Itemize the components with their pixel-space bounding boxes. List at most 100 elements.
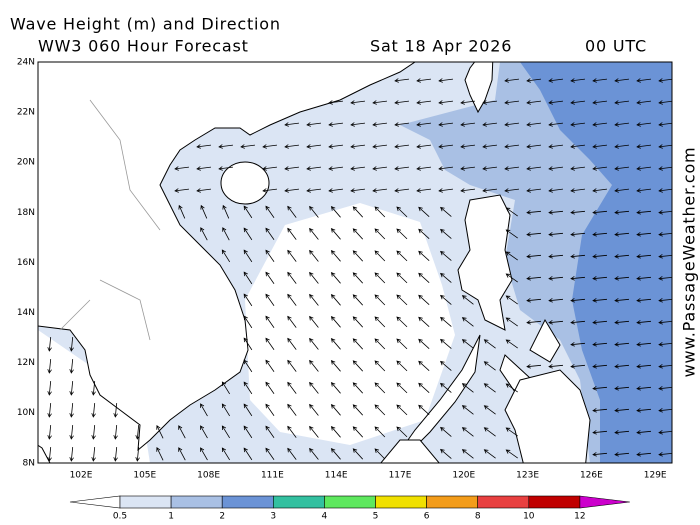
wave-arrow bbox=[505, 383, 518, 393]
wave-arrow bbox=[396, 228, 408, 240]
wave-arrow bbox=[284, 188, 299, 193]
wave-arrow bbox=[330, 272, 341, 284]
wave-arrow bbox=[135, 446, 140, 462]
wave-arrow bbox=[548, 144, 563, 149]
lon-label: 123E bbox=[516, 471, 539, 481]
wave-arrow bbox=[636, 452, 652, 457]
legend-swatch bbox=[221, 495, 274, 509]
legend-label: 10 bbox=[523, 512, 535, 522]
lat-label: 18N bbox=[17, 208, 35, 218]
wave-arrow bbox=[438, 78, 453, 83]
wave-arrow bbox=[526, 144, 541, 149]
wave-arrow bbox=[372, 100, 387, 105]
wave-arrow bbox=[416, 144, 431, 149]
wave-arrow bbox=[614, 276, 630, 281]
wave-arrow bbox=[374, 272, 386, 284]
wave-arrow bbox=[306, 144, 321, 149]
wave-arrow bbox=[394, 188, 409, 193]
wave-arrow bbox=[394, 100, 409, 105]
legend-swatch bbox=[119, 495, 172, 509]
wave-arrow bbox=[200, 204, 208, 219]
wave-arrow bbox=[636, 122, 651, 127]
wave-arrow bbox=[483, 361, 496, 371]
wave-arrow bbox=[262, 166, 277, 171]
wave-arrow bbox=[570, 254, 586, 259]
wave-arrow bbox=[47, 380, 52, 396]
luzon bbox=[457, 194, 513, 331]
wave-arrow bbox=[374, 250, 386, 262]
wave-arrow bbox=[505, 251, 518, 261]
mindanao bbox=[504, 369, 591, 463]
wave-arrow bbox=[69, 446, 74, 462]
wave-arrow bbox=[658, 430, 672, 435]
wave-arrow bbox=[309, 381, 319, 394]
wave-arrow bbox=[614, 386, 630, 391]
mainland bbox=[38, 62, 416, 452]
legend-label: 3 bbox=[270, 512, 276, 522]
lon-label: 114E bbox=[325, 471, 348, 481]
wave-arrow bbox=[330, 448, 341, 460]
forecast-time: 00 UTC bbox=[585, 37, 647, 56]
wave-arrow bbox=[91, 380, 96, 396]
wave-arrow bbox=[287, 425, 297, 438]
wave-arrow bbox=[113, 446, 118, 462]
wave-arrow bbox=[504, 144, 519, 149]
wave-arrow bbox=[330, 206, 341, 218]
wave-arrow bbox=[636, 232, 652, 237]
wave-arrow bbox=[658, 78, 672, 83]
wave-arrow bbox=[262, 144, 277, 149]
legend-label: 1 bbox=[168, 512, 174, 522]
wave-arrow bbox=[394, 166, 409, 171]
wave-arrow bbox=[309, 359, 319, 372]
wave-arrow bbox=[352, 206, 364, 218]
wave-arrow bbox=[460, 188, 475, 193]
wave-arrow bbox=[614, 408, 630, 413]
wave-arrow bbox=[396, 250, 408, 262]
wave-arrow bbox=[526, 166, 541, 171]
subtitle: WW3 060 Hour Forecast bbox=[38, 37, 249, 56]
wave-arrow bbox=[592, 408, 608, 413]
wave-arrow bbox=[416, 122, 431, 127]
wave-arrow bbox=[418, 404, 430, 416]
wave-arrow bbox=[461, 427, 474, 437]
wave-arrow bbox=[614, 188, 629, 193]
wave-arrow bbox=[287, 403, 297, 416]
wave-arrow bbox=[483, 427, 496, 437]
calm-zone bbox=[245, 203, 455, 445]
legend-swatch bbox=[375, 495, 427, 509]
wave-arrow bbox=[47, 358, 52, 374]
wave-arrow bbox=[265, 337, 275, 350]
wave-arrow bbox=[440, 316, 452, 327]
wave-arrow bbox=[526, 232, 542, 237]
wave-arrow bbox=[222, 227, 230, 241]
wave-arrow bbox=[461, 295, 474, 305]
wave-arrow bbox=[592, 364, 608, 369]
wave-arrow bbox=[69, 402, 74, 418]
lat-label: 12N bbox=[17, 358, 35, 368]
wave-arrow bbox=[69, 424, 74, 440]
wave-arrow bbox=[526, 254, 542, 259]
wave-arrow bbox=[394, 122, 409, 127]
watermark: www.PassageWeather.com bbox=[680, 147, 699, 378]
wave-arrow bbox=[504, 166, 519, 171]
wave-arrow bbox=[372, 122, 387, 127]
wave-arrow bbox=[614, 166, 629, 171]
legend-swatch bbox=[477, 495, 530, 509]
wave-arrow bbox=[570, 276, 586, 281]
wave-arrow bbox=[658, 276, 672, 281]
wave-arrow bbox=[91, 402, 96, 418]
wave-arrow bbox=[440, 426, 452, 437]
forecast-date: Sat 18 Apr 2026 bbox=[370, 37, 512, 56]
wave-arrow bbox=[482, 188, 497, 193]
wave-arrow bbox=[350, 166, 365, 171]
wave-arrow bbox=[526, 78, 541, 83]
wave-arrow bbox=[330, 404, 341, 416]
wave-arrow bbox=[178, 425, 186, 439]
wave-arrow bbox=[113, 424, 118, 440]
wave-arrow bbox=[438, 188, 453, 193]
wave-arrow bbox=[352, 404, 364, 416]
wave-arrow bbox=[416, 188, 431, 193]
wave-arrow bbox=[440, 272, 452, 283]
title: Wave Height (m) and Direction bbox=[10, 15, 281, 34]
wave-arrow bbox=[265, 205, 275, 218]
